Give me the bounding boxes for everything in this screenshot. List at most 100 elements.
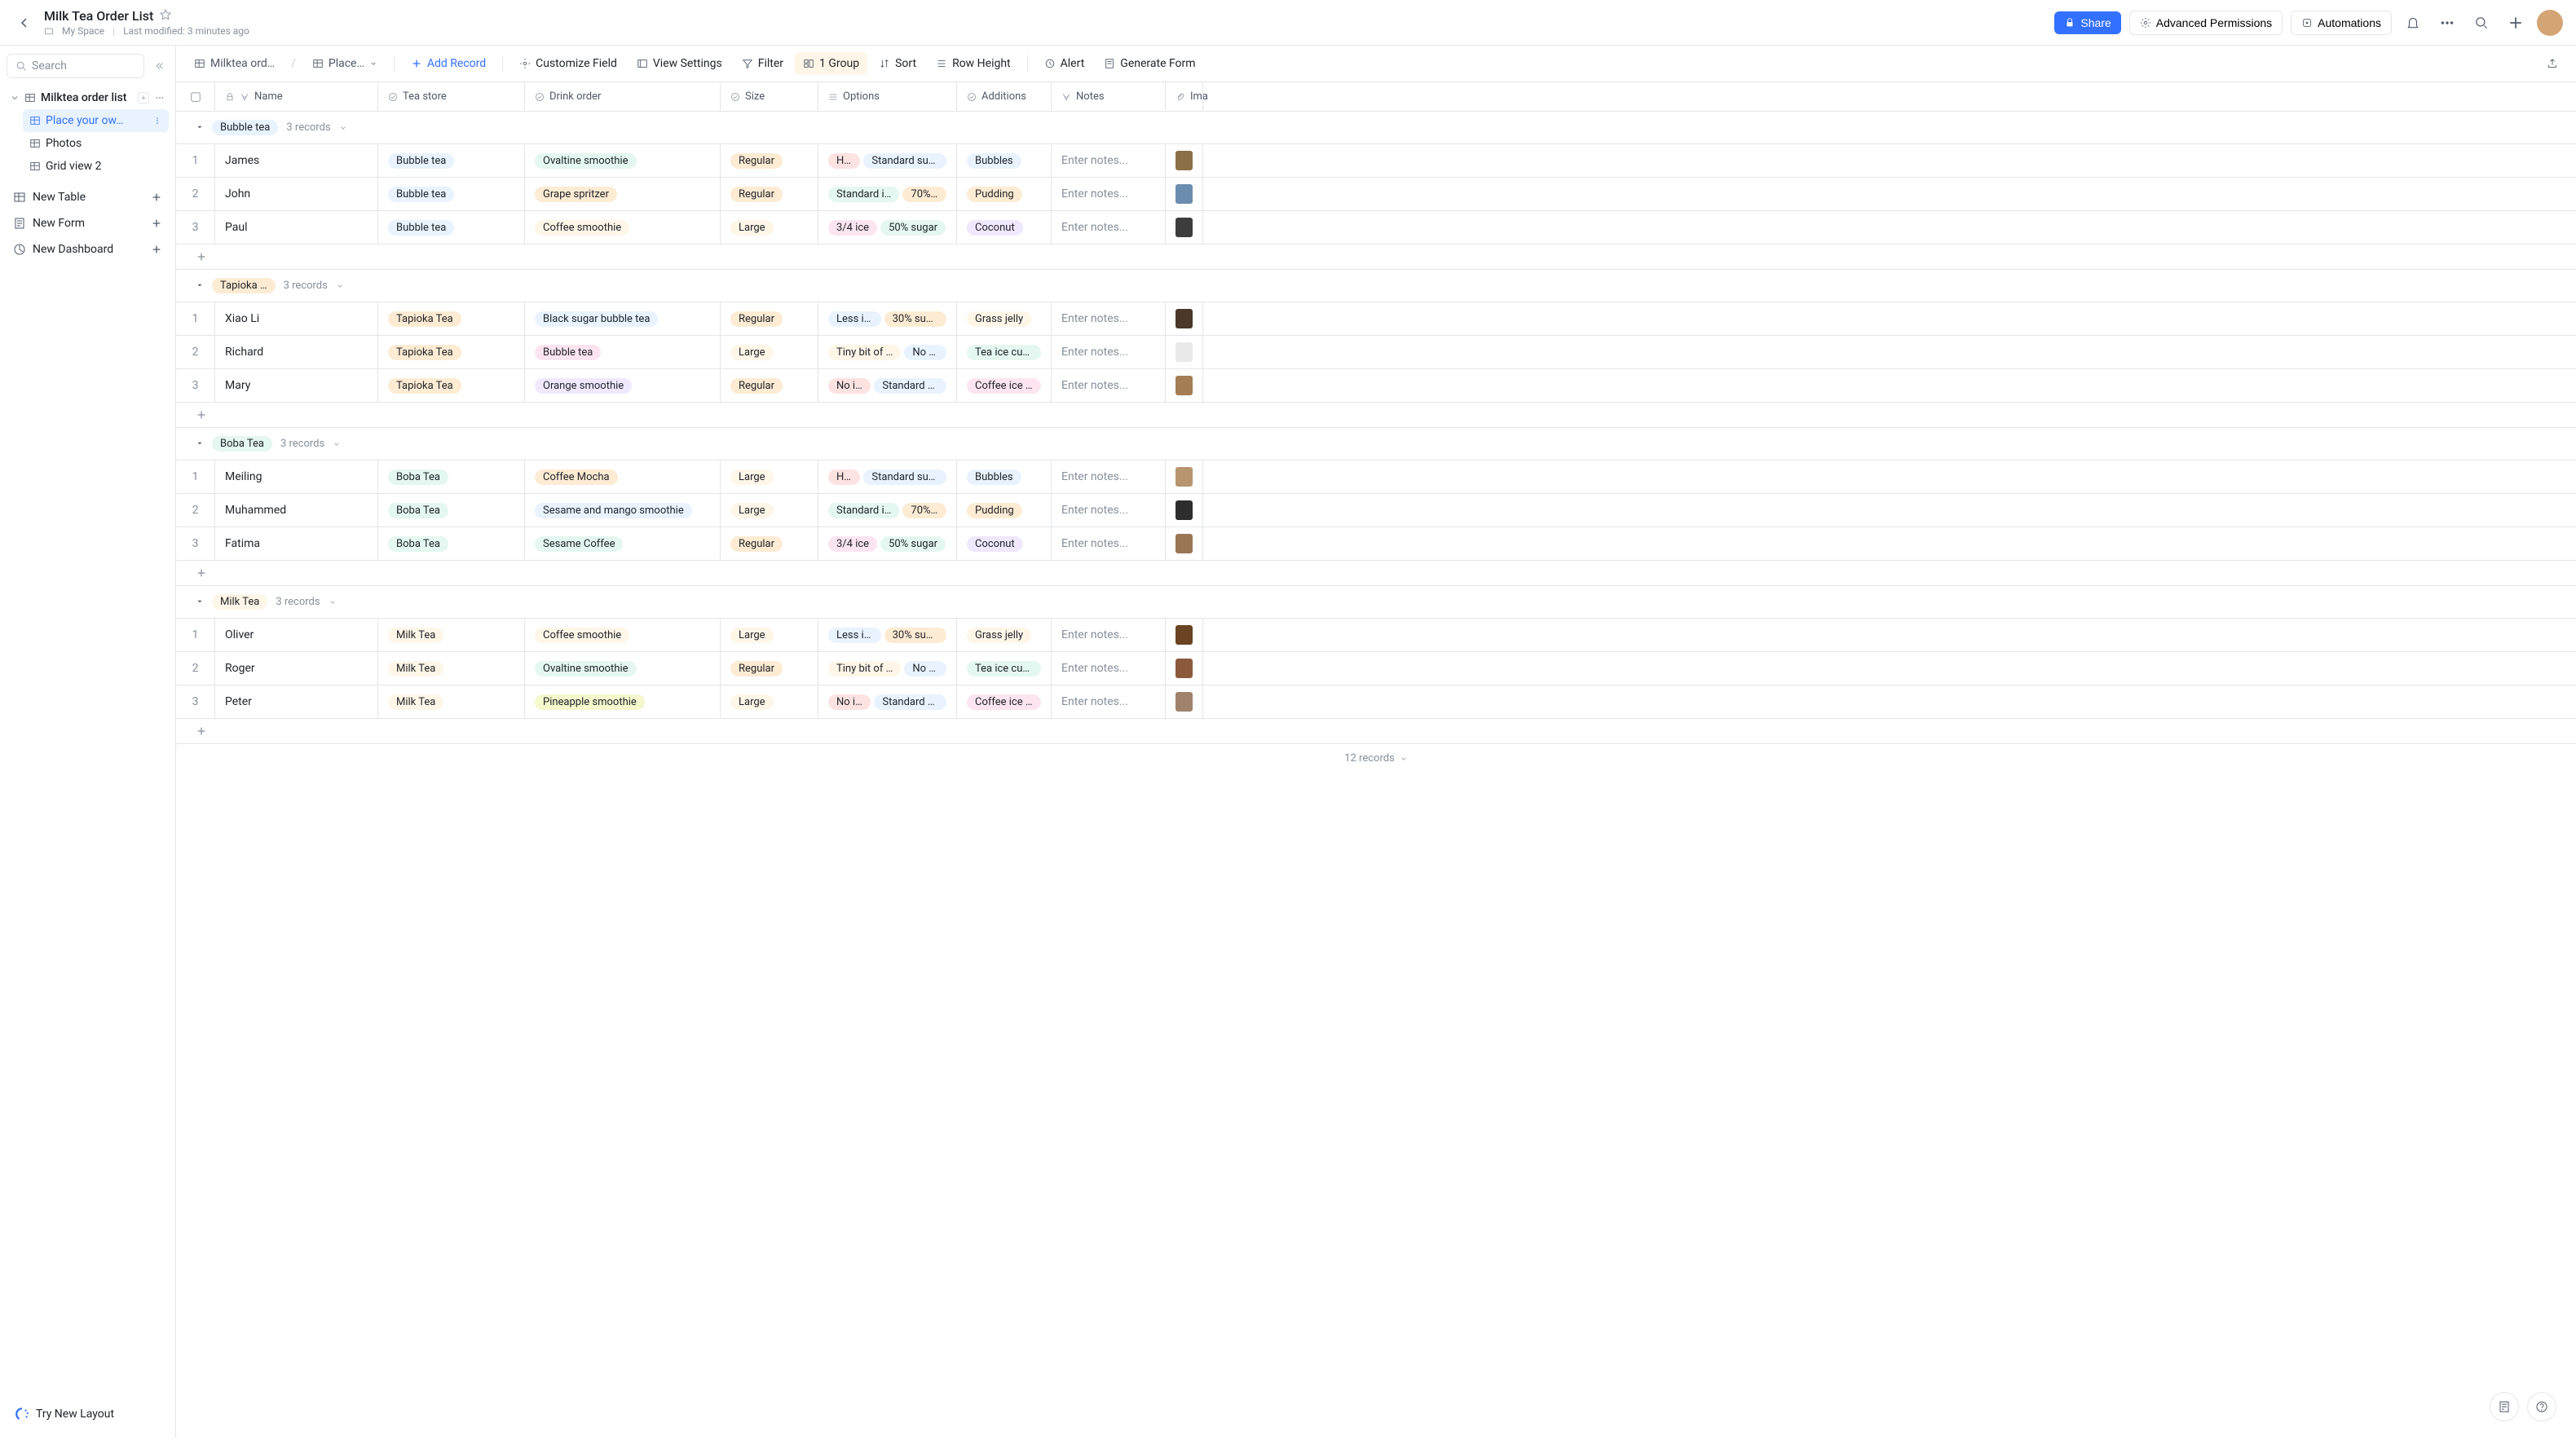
column-size[interactable]: Size (721, 82, 818, 111)
table-tree-header[interactable]: Milktea order list (7, 86, 169, 109)
add-record-button[interactable]: Add Record (403, 52, 494, 75)
group-button[interactable]: 1 Group (795, 52, 867, 75)
cell-image[interactable] (1166, 527, 1203, 560)
group-toggle[interactable] (196, 438, 204, 451)
cell-additions[interactable]: Bubbles (957, 461, 1052, 493)
cell-image[interactable] (1166, 461, 1203, 493)
cell-drink[interactable]: Black sugar bubble tea (525, 302, 721, 335)
cell-name[interactable]: Fatima (215, 527, 378, 560)
cell-image[interactable] (1166, 685, 1203, 718)
row-height-button[interactable]: Row Height (928, 52, 1019, 75)
chevron-down-icon[interactable] (333, 440, 341, 448)
cell-store[interactable]: Bubble tea (378, 144, 525, 177)
column-notes[interactable]: Notes (1052, 82, 1166, 111)
plus-icon[interactable] (138, 92, 149, 104)
cell-size[interactable]: Large (721, 619, 818, 651)
cell-name[interactable]: Oliver (215, 619, 378, 651)
new-dashboard-button[interactable]: New Dashboard (7, 236, 169, 262)
cell-options[interactable]: Tiny bit of iceNo s… (818, 336, 957, 368)
cell-additions[interactable]: Tea ice cubes (957, 652, 1052, 685)
cell-notes[interactable]: Enter notes... (1052, 685, 1166, 718)
column-additions[interactable]: Additions (957, 82, 1052, 111)
add-button[interactable] (2503, 10, 2529, 36)
group-header[interactable]: Bubble tea 3 records (176, 112, 2576, 144)
group-toggle[interactable] (196, 280, 204, 293)
cell-size[interactable]: Regular (721, 369, 818, 402)
group-header[interactable]: Tapioka … 3 records (176, 270, 2576, 302)
cell-name[interactable]: Xiao Li (215, 302, 378, 335)
add-row-button[interactable] (176, 245, 2576, 270)
table-row[interactable]: 3 Peter Milk Tea Pineapple smoothie Larg… (176, 685, 2576, 719)
cell-notes[interactable]: Enter notes... (1052, 211, 1166, 244)
cell-options[interactable]: Less ice30% sugar (818, 302, 957, 335)
cell-drink[interactable]: Ovaltine smoothie (525, 144, 721, 177)
notes-float-button[interactable] (2490, 1392, 2519, 1421)
global-search-button[interactable] (2468, 10, 2494, 36)
group-toggle[interactable] (196, 121, 204, 134)
cell-additions[interactable]: Coffee ice c… (957, 685, 1052, 718)
cell-image[interactable] (1166, 178, 1203, 210)
cell-additions[interactable]: Bubbles (957, 144, 1052, 177)
back-button[interactable] (13, 11, 36, 34)
cell-size[interactable]: Regular (721, 144, 818, 177)
cell-additions[interactable]: Coffee ice c… (957, 369, 1052, 402)
column-image[interactable]: Ima (1166, 82, 1203, 111)
group-header[interactable]: Milk Tea 3 records (176, 586, 2576, 619)
cell-drink[interactable]: Grape spritzer (525, 178, 721, 210)
cell-name[interactable]: John (215, 178, 378, 210)
cell-store[interactable]: Boba Tea (378, 461, 525, 493)
cell-options[interactable]: Tiny bit of iceNo s… (818, 652, 957, 685)
cell-store[interactable]: Tapioka Tea (378, 369, 525, 402)
cell-store[interactable]: Milk Tea (378, 685, 525, 718)
cell-image[interactable] (1166, 144, 1203, 177)
cell-options[interactable]: 3/4 ice50% sugar (818, 211, 957, 244)
breadcrumb-view[interactable]: Place… (304, 52, 386, 75)
cell-notes[interactable]: Enter notes... (1052, 461, 1166, 493)
cell-options[interactable]: HotStandard sugar (818, 144, 957, 177)
cell-notes[interactable]: Enter notes... (1052, 302, 1166, 335)
view-item-grid2[interactable]: Grid view 2 (23, 155, 169, 178)
cell-options[interactable]: No iceStandard su… (818, 369, 957, 402)
table-row[interactable]: 2 Muhammed Boba Tea Sesame and mango smo… (176, 494, 2576, 527)
new-table-button[interactable]: New Table (7, 184, 169, 210)
table-row[interactable]: 1 James Bubble tea Ovaltine smoothie Reg… (176, 144, 2576, 178)
doc-title[interactable]: Milk Tea Order List (44, 8, 153, 24)
cell-drink[interactable]: Ovaltine smoothie (525, 652, 721, 685)
cell-name[interactable]: James (215, 144, 378, 177)
cell-image[interactable] (1166, 369, 1203, 402)
cell-size[interactable]: Large (721, 211, 818, 244)
more-button[interactable] (2434, 10, 2460, 36)
table-row[interactable]: 3 Fatima Boba Tea Sesame Coffee Regular … (176, 527, 2576, 561)
cell-store[interactable]: Bubble tea (378, 178, 525, 210)
more-vertical-icon[interactable] (152, 116, 162, 126)
new-form-button[interactable]: New Form (7, 210, 169, 236)
cell-size[interactable]: Regular (721, 302, 818, 335)
more-icon[interactable] (154, 92, 165, 104)
cell-drink[interactable]: Sesame Coffee (525, 527, 721, 560)
cell-size[interactable]: Large (721, 461, 818, 493)
cell-name[interactable]: Richard (215, 336, 378, 368)
table-row[interactable]: 2 Richard Tapioka Tea Bubble tea Large T… (176, 336, 2576, 369)
cell-additions[interactable]: Pudding (957, 178, 1052, 210)
space-name[interactable]: My Space (62, 25, 104, 37)
table-row[interactable]: 3 Paul Bubble tea Coffee smoothie Large … (176, 211, 2576, 245)
cell-store[interactable]: Bubble tea (378, 211, 525, 244)
column-store[interactable]: Tea store (378, 82, 525, 111)
sidebar-search[interactable]: Search (7, 54, 144, 78)
cell-drink[interactable]: Coffee Mocha (525, 461, 721, 493)
cell-size[interactable]: Regular (721, 652, 818, 685)
help-float-button[interactable] (2527, 1392, 2556, 1421)
chevron-down-icon[interactable] (329, 598, 337, 606)
cell-additions[interactable]: Grass jelly (957, 302, 1052, 335)
cell-drink[interactable]: Pineapple smoothie (525, 685, 721, 718)
cell-image[interactable] (1166, 619, 1203, 651)
table-row[interactable]: 2 John Bubble tea Grape spritzer Regular… (176, 178, 2576, 211)
cell-size[interactable]: Large (721, 336, 818, 368)
alert-button[interactable]: Alert (1036, 52, 1093, 75)
cell-options[interactable]: No iceStandard su… (818, 685, 957, 718)
group-toggle[interactable] (196, 596, 204, 609)
cell-size[interactable]: Large (721, 685, 818, 718)
cell-notes[interactable]: Enter notes... (1052, 336, 1166, 368)
cell-name[interactable]: Mary (215, 369, 378, 402)
star-button[interactable] (160, 9, 171, 24)
